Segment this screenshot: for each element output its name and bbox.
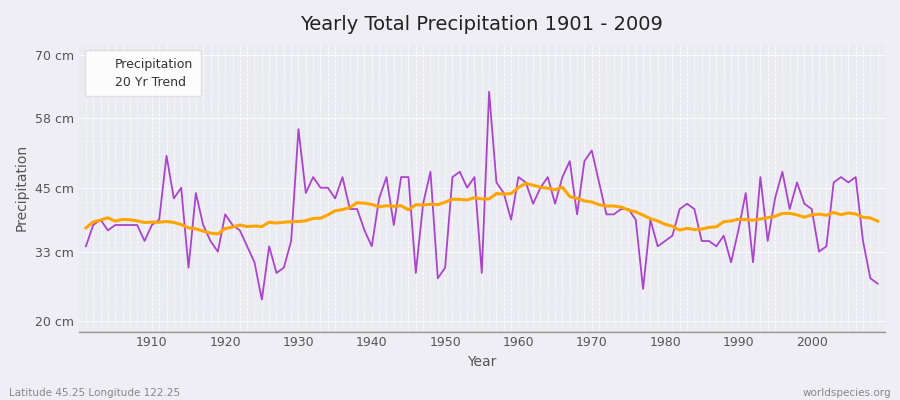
Precipitation xyxy=(483,90,494,94)
Line: 20 Yr Trend: 20 Yr Trend xyxy=(86,184,878,234)
Precipitation xyxy=(352,207,363,212)
20 Yr Trend xyxy=(616,205,626,210)
X-axis label: Year: Year xyxy=(467,355,497,369)
Precipitation xyxy=(80,244,91,249)
20 Yr Trend xyxy=(212,232,223,236)
Title: Yearly Total Precipitation 1901 - 2009: Yearly Total Precipitation 1901 - 2009 xyxy=(301,15,663,34)
20 Yr Trend xyxy=(527,183,538,188)
Line: Precipitation: Precipitation xyxy=(86,92,878,300)
20 Yr Trend xyxy=(352,200,363,205)
Text: worldspecies.org: worldspecies.org xyxy=(803,388,891,398)
Legend: Precipitation, 20 Yr Trend: Precipitation, 20 Yr Trend xyxy=(85,50,201,96)
Text: Latitude 45.25 Longitude 122.25: Latitude 45.25 Longitude 122.25 xyxy=(9,388,180,398)
Precipitation xyxy=(520,180,531,185)
Precipitation xyxy=(616,207,626,212)
Precipitation xyxy=(872,281,883,286)
20 Yr Trend xyxy=(308,216,319,221)
Precipitation xyxy=(140,239,150,244)
Y-axis label: Precipitation: Precipitation xyxy=(15,144,29,231)
Precipitation xyxy=(308,175,319,180)
20 Yr Trend xyxy=(513,185,524,190)
Precipitation xyxy=(256,297,267,302)
20 Yr Trend xyxy=(520,181,531,186)
20 Yr Trend xyxy=(140,220,150,225)
20 Yr Trend xyxy=(872,219,883,224)
20 Yr Trend xyxy=(80,226,91,230)
Precipitation xyxy=(527,201,538,206)
